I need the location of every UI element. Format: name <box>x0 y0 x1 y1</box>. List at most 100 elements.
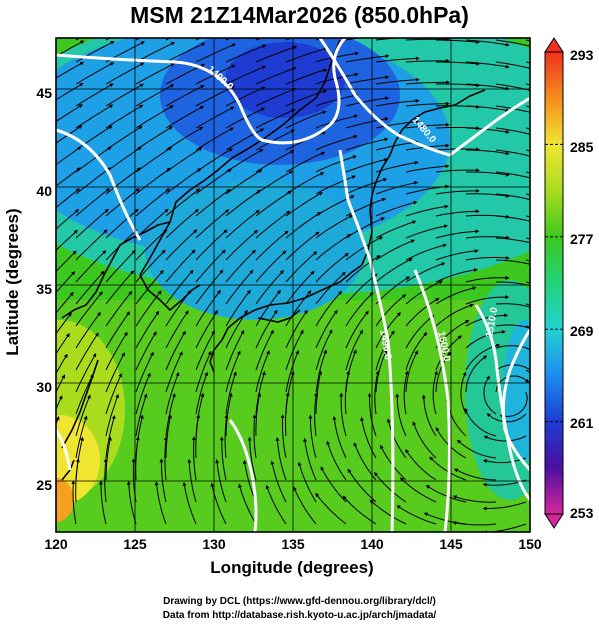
streamline <box>460 371 467 415</box>
streamline <box>105 208 139 239</box>
streamline <box>435 168 480 173</box>
streamline <box>56 40 85 57</box>
streamline <box>135 351 154 393</box>
streamline <box>225 189 262 217</box>
streamline <box>71 480 77 525</box>
streamline <box>435 303 474 327</box>
streamline <box>345 292 374 327</box>
streamline <box>425 485 467 503</box>
streamline <box>435 351 451 393</box>
streamline <box>16 294 43 326</box>
streamline <box>495 105 530 113</box>
streamline <box>375 180 419 195</box>
streamline <box>405 449 437 481</box>
streamline <box>495 345 530 350</box>
streamline <box>270 460 287 503</box>
streamline <box>405 58 450 63</box>
streamline <box>135 188 171 217</box>
streamline <box>405 164 450 173</box>
streamline <box>303 437 317 481</box>
streamline <box>315 492 347 525</box>
streamline <box>135 372 151 415</box>
streamline <box>182 481 197 525</box>
streamline <box>219 436 227 481</box>
x-tick-label: 120 <box>44 536 68 552</box>
streamline <box>345 177 388 195</box>
streamline <box>452 520 497 526</box>
streamline <box>315 114 359 129</box>
streamline <box>165 42 206 63</box>
streamline <box>483 435 527 442</box>
colorbar-bottom-arrow <box>544 513 564 529</box>
streamline <box>75 270 105 305</box>
streamline <box>345 310 369 349</box>
streamline <box>405 38 450 42</box>
streamline <box>56 61 85 79</box>
streamline <box>195 289 221 327</box>
streamline <box>429 456 467 481</box>
streamline <box>16 461 23 502</box>
streamline <box>255 45 298 63</box>
streamline <box>255 129 296 151</box>
streamline <box>375 294 407 327</box>
streamline <box>56 209 80 230</box>
streamline <box>315 309 338 349</box>
streamline <box>495 39 530 47</box>
streamline <box>405 262 446 283</box>
streamline <box>165 63 206 85</box>
streamline <box>465 149 510 156</box>
streamline <box>16 0 53 18</box>
streamline <box>16 63 52 84</box>
colorbar-tick-label: 261 <box>570 415 594 431</box>
streamline <box>526 18 567 28</box>
streamline <box>135 331 157 371</box>
streamline <box>465 313 509 327</box>
colorbar-bar <box>544 51 564 515</box>
streamline <box>225 86 266 107</box>
streamline <box>105 270 135 305</box>
streamline <box>56 83 84 101</box>
streamline <box>135 229 168 261</box>
streamline <box>465 127 510 134</box>
streamline <box>165 188 201 217</box>
y-tick-label: 35 <box>36 281 52 297</box>
streamline <box>76 0 114 18</box>
streamline <box>255 230 289 261</box>
streamline <box>16 148 50 173</box>
streamline <box>135 63 175 85</box>
streamline <box>56 188 81 209</box>
streamline <box>375 239 416 261</box>
colorbar-tick-label: 285 <box>570 139 594 155</box>
y-tick-label: 45 <box>36 85 52 101</box>
streamline <box>56 333 70 355</box>
streamline <box>456 439 497 459</box>
streamline <box>75 208 109 239</box>
streamline <box>285 270 315 305</box>
streamline <box>466 18 508 23</box>
streamline <box>106 0 144 18</box>
credit-data: Data from http://database.rish.kyoto-u.a… <box>162 610 437 621</box>
streamline <box>75 373 94 415</box>
streamline <box>285 151 326 173</box>
streamline <box>486 413 527 423</box>
streamline <box>105 249 136 283</box>
streamline <box>332 415 347 459</box>
streamline <box>285 211 322 239</box>
streamline <box>105 38 111 41</box>
streamline <box>16 482 19 524</box>
streamline <box>225 249 256 283</box>
streamline <box>56 374 66 394</box>
streamline <box>16 41 53 62</box>
streamline <box>195 269 224 305</box>
streamline <box>495 83 530 91</box>
streamline <box>154 481 167 525</box>
streamline <box>195 209 230 239</box>
streamline <box>405 101 450 107</box>
streamline <box>315 134 358 151</box>
streamline <box>195 330 215 371</box>
streamline <box>163 436 168 481</box>
streamline <box>225 65 267 85</box>
streamline <box>386 418 407 459</box>
streamline <box>315 93 359 107</box>
